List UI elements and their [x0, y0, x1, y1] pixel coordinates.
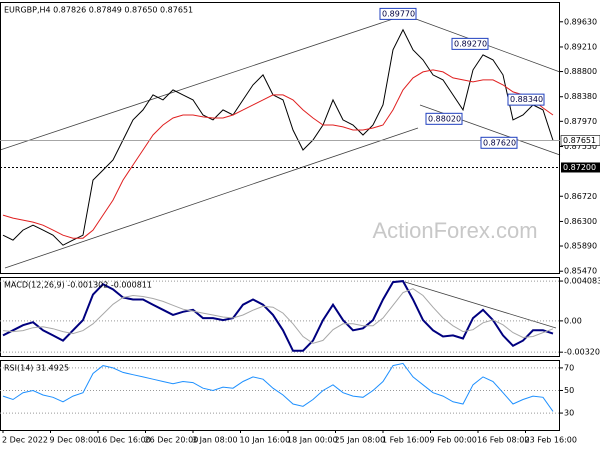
y-tick-label: 30 [564, 409, 574, 418]
series-line [2, 69, 554, 239]
price-annotation-box [379, 7, 417, 20]
series-line [2, 288, 554, 344]
x-tick-label: 23 Feb 16:00 [525, 436, 577, 445]
y-tick-label: 0.85890 [564, 242, 597, 251]
price-annotation-box [451, 37, 489, 50]
price-annotation: 0.87620 [483, 138, 516, 147]
level-label-bg [561, 162, 600, 173]
price-annotation: 0.89270 [454, 39, 487, 48]
x-tick-label: 1 Feb 16:00 [382, 436, 429, 445]
y-tick-label: 50 [564, 386, 574, 395]
panel-title: MACD(12,26,9) -0.001302 -0.000811 [4, 281, 152, 290]
x-tick-label: 18 Jan 00:00 [287, 436, 338, 445]
y-tick-label: 0.86720 [564, 192, 597, 201]
channel-upper [0, 14, 406, 151]
y-tick-label: 70 [564, 363, 574, 372]
series-line [2, 280, 554, 352]
x-tick-label: 3 Jan 08:00 [192, 436, 238, 445]
x-tick-label: 26 Dec 20:00 [145, 436, 199, 445]
x-tick-label: 9 Dec 08:00 [50, 436, 99, 445]
y-tick-label: -0.003209 [564, 348, 600, 357]
y-tick-label: 0.004083 [564, 277, 600, 286]
y-tick-label: 0.85470 [564, 267, 597, 276]
channel-lower [4, 127, 419, 269]
series-line [2, 362, 554, 412]
price-annotation-box [507, 93, 545, 106]
price-annotation-box [425, 112, 463, 125]
x-tick-label: 16 Feb 08:00 [477, 436, 529, 445]
y-tick-label: 0.87550 [564, 142, 597, 151]
panel-frame [0, 277, 560, 357]
panel-title: RSI(14) 31.4925 [4, 364, 69, 373]
watermark: ActionForex.com [372, 218, 537, 243]
y-tick-label: 0.88380 [564, 92, 597, 101]
x-tick-label: 16 Dec 16:00 [97, 436, 151, 445]
series-line [2, 28, 554, 246]
y-tick-label: 0.00 [564, 316, 582, 325]
price-annotation: 0.88340 [510, 95, 543, 104]
level-label: 0.87200 [563, 163, 596, 172]
y-tick-label: 0.87970 [564, 117, 597, 126]
current-price-bg [560, 135, 600, 146]
x-tick-label: 25 Jan 08:00 [335, 436, 386, 445]
current-price-label: 0.87651 [563, 136, 596, 145]
panel-frame [0, 2, 560, 274]
price-annotation: 0.88020 [428, 114, 461, 123]
price-annotation-box [480, 136, 518, 149]
panel-frame [0, 360, 560, 431]
price-annotation: 0.89770 [382, 9, 415, 18]
y-tick-label: 0.88800 [564, 67, 597, 76]
macd-trendline [404, 281, 557, 329]
x-tick-label: 9 Feb 00:00 [430, 436, 477, 445]
y-tick-label: 0.86300 [564, 217, 597, 226]
y-tick-label: 0.89630 [564, 17, 597, 26]
x-tick-label: 10 Jan 16:00 [240, 436, 291, 445]
panel-title: EURGBP,H4 0.87826 0.87849 0.87650 0.8765… [4, 6, 193, 15]
x-tick-label: 2 Dec 2022 [2, 436, 48, 445]
y-tick-label: 0.89210 [564, 42, 597, 51]
